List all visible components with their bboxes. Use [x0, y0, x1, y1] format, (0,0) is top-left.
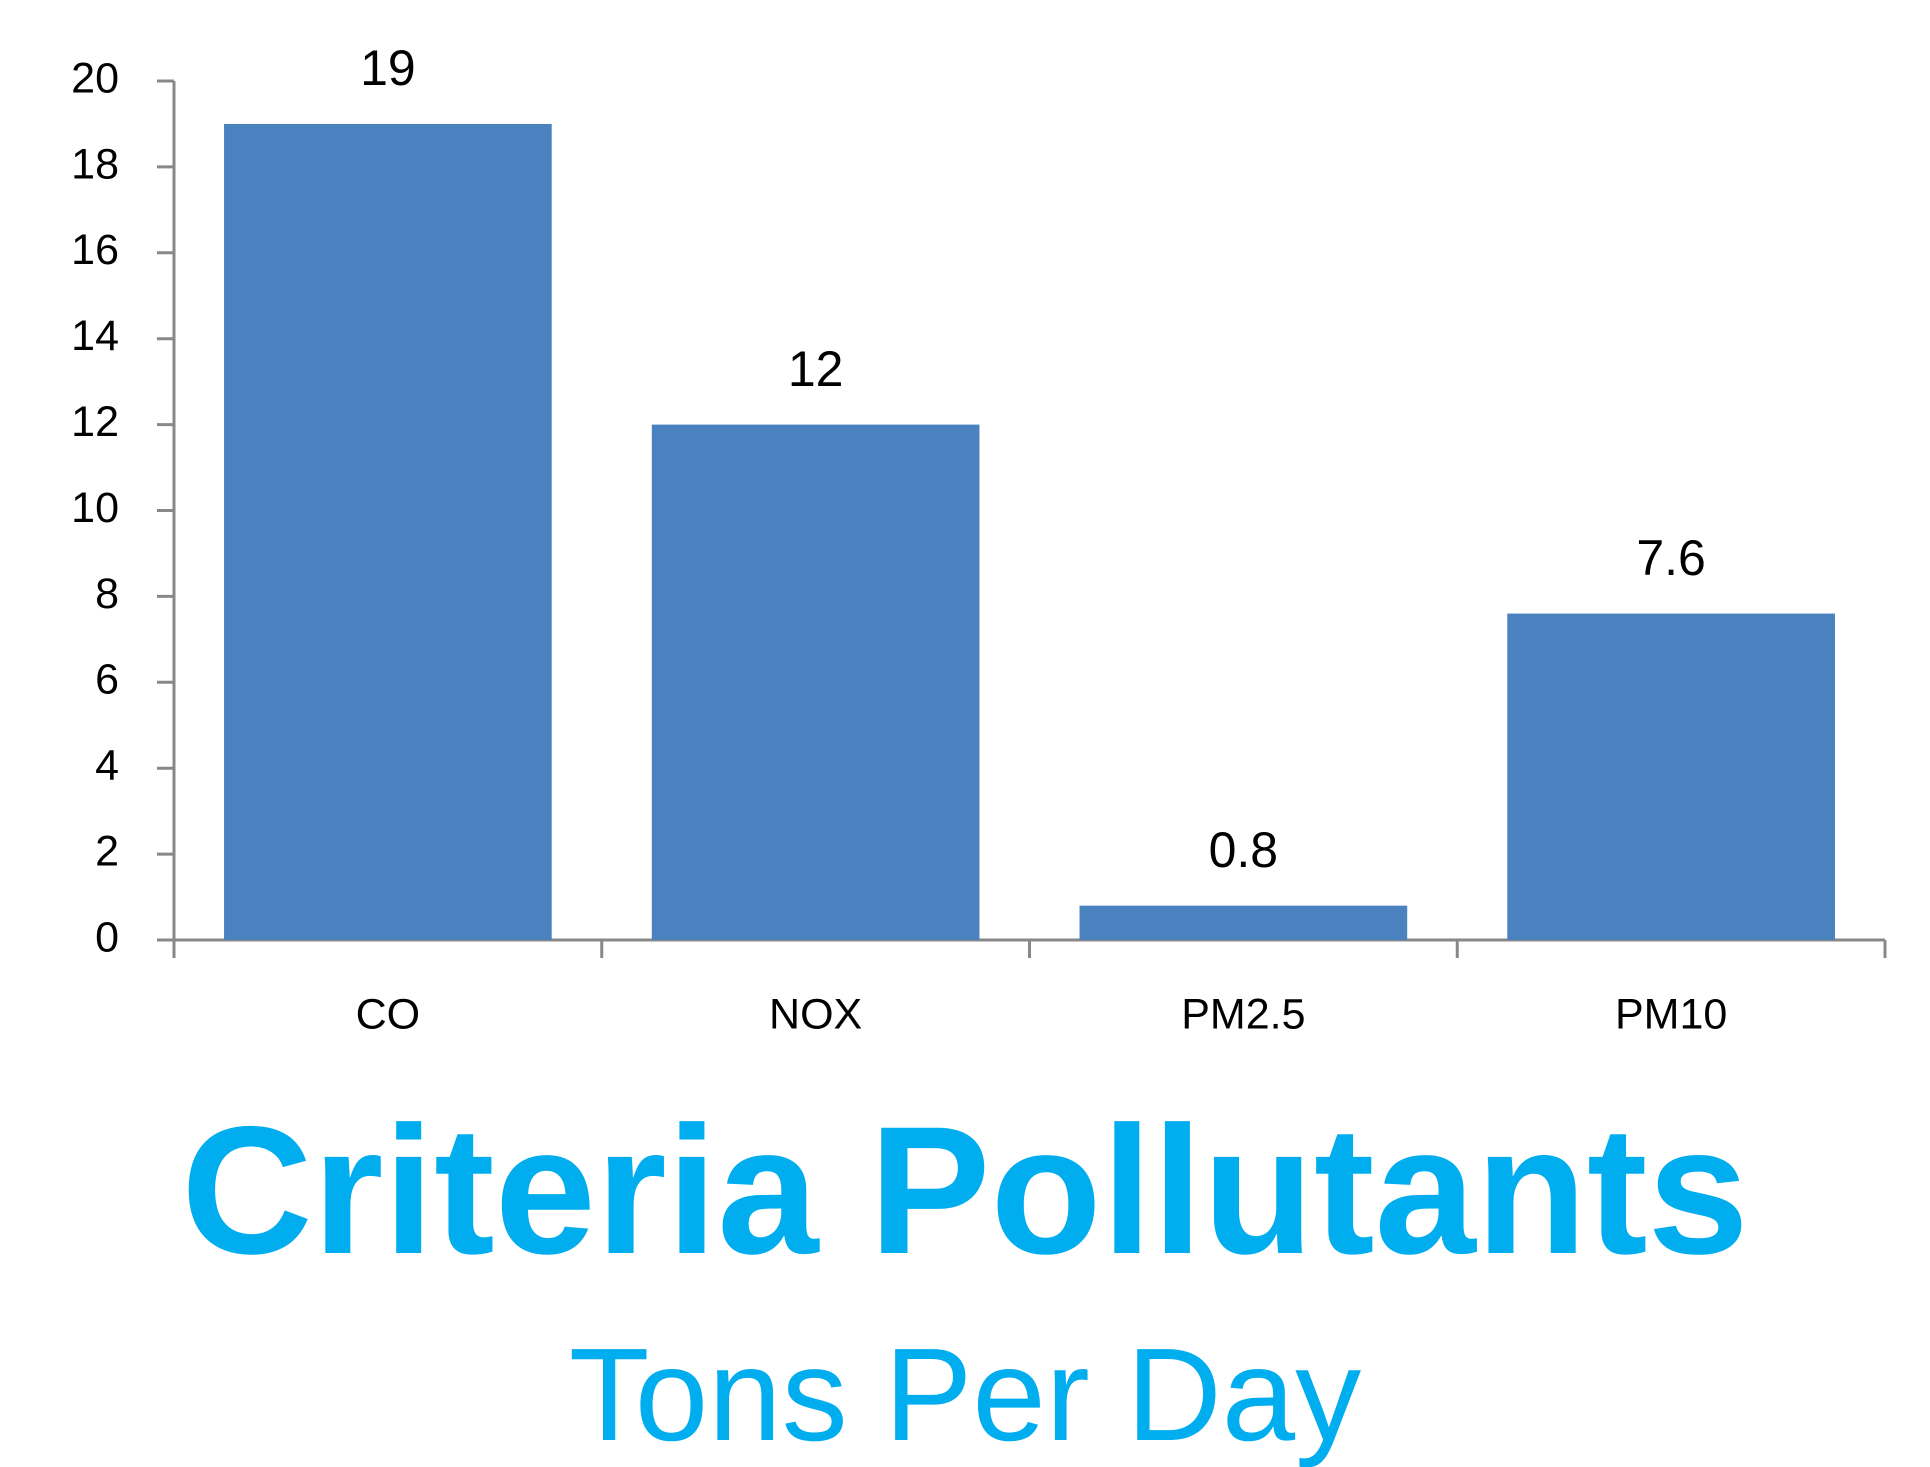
bar [224, 123, 552, 940]
chart-title: Criteria Pollutants [181, 1088, 1749, 1292]
y-tick-label: 10 [71, 484, 119, 532]
y-tick-label: 0 [95, 913, 119, 961]
value-label: 0.8 [1209, 822, 1279, 878]
x-tick-label: CO [356, 990, 421, 1038]
value-label: 7.6 [1636, 530, 1706, 586]
value-label: 12 [788, 341, 844, 397]
bar [651, 424, 980, 941]
chart-subtitle: Tons Per Day [569, 1321, 1361, 1467]
y-tick-label: 14 [71, 312, 119, 360]
x-tick-label: PM10 [1615, 990, 1727, 1038]
bar [1507, 613, 1835, 940]
y-tick-label: 6 [95, 656, 119, 704]
y-tick-label: 4 [95, 742, 119, 790]
y-tick-label: 18 [71, 140, 119, 188]
bar [1079, 905, 1408, 940]
y-tick-label: 2 [95, 827, 119, 875]
value-label: 19 [360, 40, 416, 96]
y-tick-label: 12 [71, 398, 119, 446]
x-tick-label: PM2.5 [1181, 990, 1305, 1038]
y-tick-label: 20 [71, 54, 119, 102]
y-tick-label: 16 [71, 226, 119, 274]
y-tick-label: 8 [95, 570, 119, 618]
x-tick-label: NOX [769, 990, 862, 1038]
